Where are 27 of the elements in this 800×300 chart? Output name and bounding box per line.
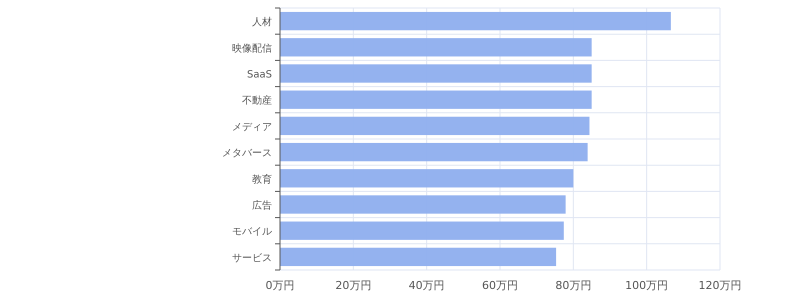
x-tick-label: 100万円: [625, 279, 668, 292]
bar: [280, 64, 592, 83]
y-tick-label: 不動産: [242, 94, 272, 107]
x-tick-label: 60万円: [482, 279, 518, 292]
bar: [280, 116, 590, 136]
y-tick-label: 人材: [252, 16, 272, 28]
x-tick-label: 120万円: [698, 279, 742, 292]
bar: [280, 90, 592, 109]
bar: [280, 38, 592, 56]
x-tick-label: 40万円: [408, 279, 445, 292]
y-tick-label: 映像配信: [232, 42, 272, 54]
bar: [280, 169, 574, 188]
y-tick-label: SaaS: [247, 70, 272, 80]
x-tick-label: 0万円: [266, 279, 294, 292]
x-tick-label: 20万円: [335, 279, 372, 292]
bar: [280, 12, 671, 30]
bar: [280, 222, 564, 240]
bar: [280, 142, 588, 162]
y-tick-label: サービス: [232, 252, 272, 264]
bar: [280, 195, 566, 214]
x-tick-label: 80万円: [555, 279, 592, 292]
y-tick-label: メディア: [232, 122, 272, 133]
y-tick-label: 広告: [252, 200, 272, 212]
y-tick-label: 教育: [252, 173, 272, 186]
bar: [280, 248, 556, 266]
y-tick-label: モバイル: [232, 226, 272, 238]
y-tick-label: メタバース: [222, 148, 272, 160]
